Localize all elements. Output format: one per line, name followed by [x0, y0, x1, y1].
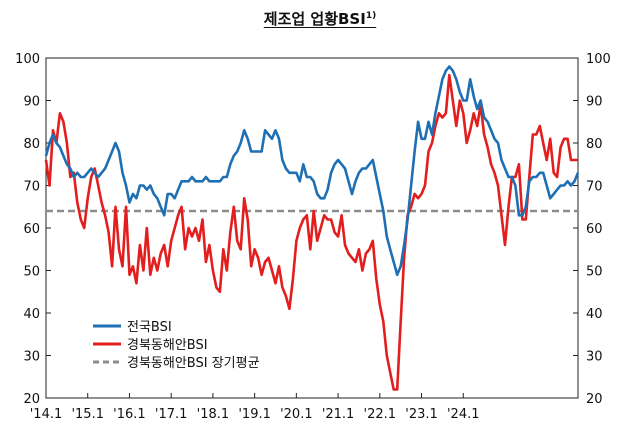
x-tick-label: '19.1: [238, 407, 271, 422]
chart-title-text: 제조업 업황BSI1): [264, 10, 376, 28]
y-tick-label-left: 50: [23, 265, 40, 280]
legend-item-long-term-average-label: 경북동해안BSI 장기평균: [127, 356, 260, 371]
x-tick-label: '22.1: [364, 407, 397, 422]
x-axis: '14.1 '15.1 '16.1 '17.1 '18.1 '19.1 '20.1 '21.1…: [30, 393, 480, 422]
y-tick-label-right: 70: [586, 180, 603, 195]
x-tick-label: '21.1: [322, 407, 355, 422]
y-tick-label-left: 90: [23, 95, 40, 110]
chart-title-footnote: 1): [365, 11, 377, 21]
chart-title-main: 제조업 업황BSI: [263, 10, 366, 28]
y-axis-left: 20 30 40 50 60 70 80 90 100: [15, 52, 51, 407]
y-tick-label-right: 80: [586, 137, 603, 152]
x-tick-label: '20.1: [280, 407, 313, 422]
x-tick-label: '24.1: [447, 407, 480, 422]
x-tick-label: '18.1: [197, 407, 230, 422]
y-tick-label-right: 50: [586, 265, 603, 280]
y-tick-label-right: 40: [586, 307, 603, 322]
y-tick-label-left: 60: [23, 222, 40, 237]
y-tick-label-left: 30: [23, 350, 40, 365]
x-tick-label: '14.1: [30, 407, 63, 422]
chart-title: 제조업 업황BSI1): [0, 8, 640, 29]
x-tick-label: '23.1: [405, 407, 438, 422]
y-axis-right: 20 30 40 50 60 70 80 90 100: [573, 52, 611, 407]
y-tick-label-left: 20: [23, 392, 40, 407]
y-tick-label-right: 90: [586, 95, 603, 110]
legend-item-gyeongbuk-bsi-label: 경북동해안BSI: [127, 338, 208, 353]
series-gyeongbuk-bsi-line: [44, 73, 578, 391]
y-tick-label-left: 70: [23, 180, 40, 195]
y-tick-label-right: 100: [586, 52, 611, 67]
x-tick-label: '15.1: [71, 407, 104, 422]
x-tick-label: '17.1: [155, 407, 188, 422]
legend-item-national-bsi-label: 전국BSI: [127, 320, 172, 335]
series-national-bsi-line: [44, 65, 580, 277]
y-tick-label-left: 80: [23, 137, 40, 152]
y-tick-label-right: 60: [586, 222, 603, 237]
y-tick-label-left: 100: [15, 52, 40, 67]
series-layer: [44, 65, 580, 391]
legend: 전국BSI 경북동해안BSI 경북동해안BSI 장기평균: [93, 320, 260, 371]
y-tick-label-right: 20: [586, 392, 603, 407]
x-tick-label: '16.1: [113, 407, 146, 422]
y-tick-label-left: 40: [23, 307, 40, 322]
y-tick-label-right: 30: [586, 350, 603, 365]
